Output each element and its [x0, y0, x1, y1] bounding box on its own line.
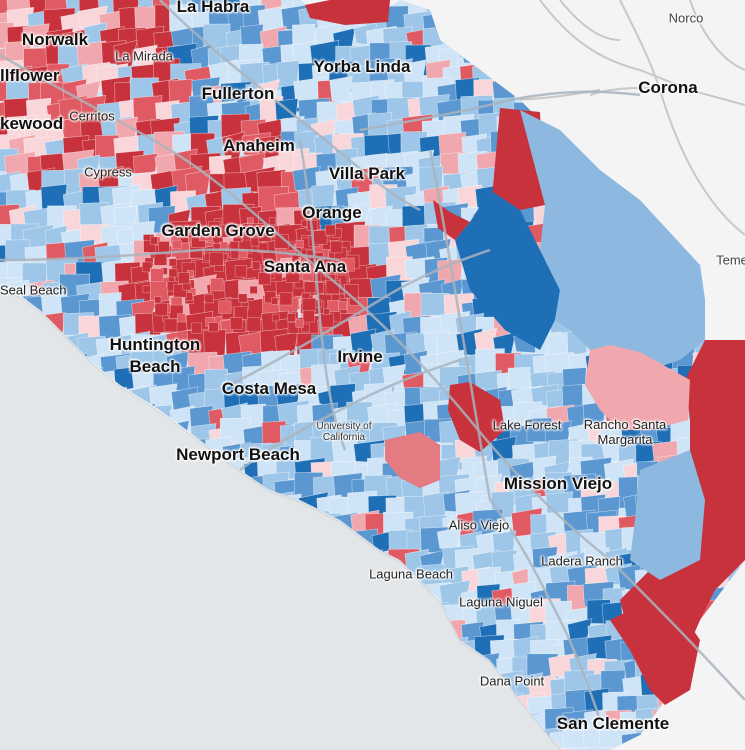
precinct-cell	[301, 323, 310, 333]
precinct-cell	[167, 224, 175, 233]
precinct-cell	[177, 272, 190, 285]
precinct-cell	[257, 242, 269, 253]
precinct-cell	[320, 313, 335, 328]
precinct-tile	[168, 78, 193, 104]
precinct-cell	[141, 261, 153, 273]
coastline	[0, 292, 561, 750]
precinct-tile	[568, 747, 593, 750]
precinct-cell	[158, 241, 170, 253]
precinct-cell	[330, 240, 343, 254]
freeways	[0, 0, 745, 721]
precinct-blue-sanjuan	[630, 450, 705, 580]
precinct-cell	[323, 308, 330, 316]
precinct-cell	[177, 313, 186, 323]
precinct-dark-red-north	[305, 0, 390, 25]
precinct-cell	[285, 268, 300, 283]
precinct-light-red-trabuco	[585, 345, 690, 430]
precinct-cell	[168, 268, 178, 278]
precinct-cell	[340, 257, 355, 272]
precinct-cell	[258, 229, 272, 242]
precinct-cell	[258, 272, 271, 286]
precinct-cell	[218, 300, 232, 314]
precinct-cell	[150, 268, 164, 282]
precinct-cell	[246, 317, 261, 332]
precinct-cell	[149, 236, 158, 245]
precinct-cell	[204, 294, 214, 304]
precinct-cell	[251, 261, 261, 270]
precinct-cell	[168, 258, 177, 267]
precinct-medium-blue-east	[520, 110, 705, 370]
precinct-dark-blue-east	[455, 190, 560, 350]
precinct-cell	[271, 313, 280, 322]
precinct-cell	[199, 227, 214, 242]
precinct-cell	[302, 310, 315, 323]
precinct-cell	[268, 217, 277, 225]
ocean	[0, 293, 560, 750]
precinct-cell	[325, 224, 336, 236]
precinct-cell	[221, 224, 235, 238]
precinct-cell	[295, 319, 304, 328]
precinct-cell	[287, 322, 299, 334]
precinct-cell	[274, 234, 289, 249]
precinct-cell	[325, 280, 340, 295]
precinct-cell	[234, 265, 248, 278]
precinct-tile	[203, 329, 227, 356]
precinct-dark-red-southeast2	[610, 600, 700, 705]
precinct-cell	[142, 285, 151, 294]
precinct-cell	[279, 292, 293, 306]
precinct-cell	[301, 268, 315, 281]
precinct-cell	[172, 239, 182, 250]
precinct-cell	[208, 322, 219, 333]
precinct-cell	[303, 281, 316, 294]
precinct-cell	[208, 220, 221, 233]
precinct-cell	[295, 239, 304, 248]
precinct-cell	[191, 322, 203, 334]
precinct-cell	[250, 237, 260, 247]
precinct-tile	[548, 747, 578, 750]
precinct-cell	[210, 278, 224, 292]
precinct-cell	[229, 317, 243, 330]
precinct-cell	[338, 301, 348, 310]
precinct-cell	[238, 293, 248, 303]
precinct-cell	[249, 285, 258, 294]
precinct-tile	[311, 183, 336, 208]
precinct-cell	[154, 296, 162, 304]
precinct-cell	[154, 302, 168, 317]
precinct-cell	[271, 297, 279, 305]
precinct-cell	[209, 251, 224, 266]
precinct-cell	[327, 265, 338, 275]
precinct-cell	[291, 254, 300, 263]
precinct-tile	[329, 75, 353, 103]
precinct-cell	[163, 318, 178, 333]
precinct-cell	[180, 225, 193, 238]
precinct-cell	[287, 313, 296, 322]
precinct-cell	[247, 217, 254, 225]
precinct-cell	[301, 297, 317, 313]
precinct-light-red-newport	[385, 432, 440, 488]
large-precincts	[305, 0, 745, 705]
precinct-tile	[585, 746, 618, 750]
precinct-cell	[264, 291, 277, 304]
